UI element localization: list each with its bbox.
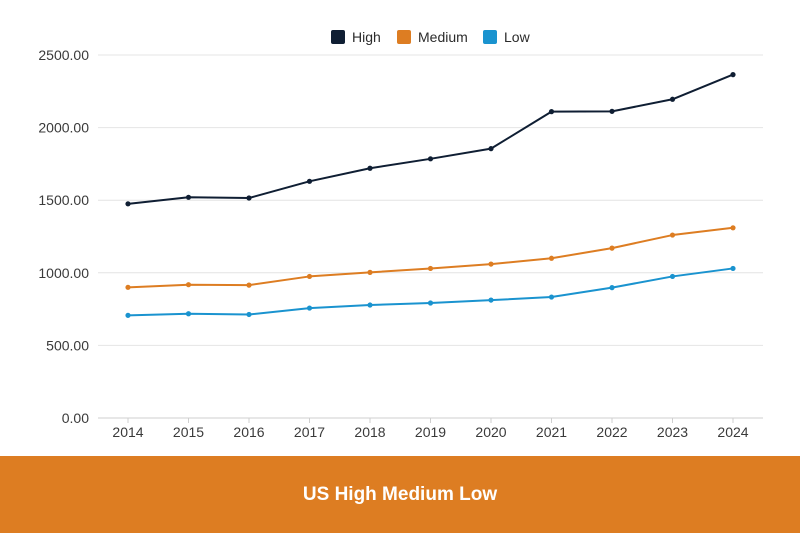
x-tick-label: 2022 — [596, 424, 627, 440]
data-point-high — [609, 108, 615, 114]
footer-title: US High Medium Low — [302, 483, 498, 505]
data-point-low — [246, 311, 252, 318]
footer-banner: US High Medium Low — [0, 456, 800, 533]
data-point-medium — [488, 261, 494, 267]
data-point-high — [669, 96, 676, 102]
x-tick-label: 2021 — [536, 424, 567, 440]
data-point-low — [730, 265, 736, 272]
x-tick-label: 2020 — [475, 424, 506, 440]
data-point-high — [367, 165, 373, 171]
data-point-low — [427, 300, 434, 306]
data-point-medium — [548, 255, 555, 261]
data-point-medium — [730, 225, 736, 231]
data-point-high — [730, 72, 736, 78]
legend-label-low: Low — [504, 29, 531, 45]
data-point-high — [125, 201, 131, 207]
data-point-low — [669, 273, 676, 280]
legend-swatch-high — [331, 30, 345, 44]
data-point-high — [488, 146, 494, 152]
data-point-high — [306, 178, 313, 184]
x-tick-label: 2014 — [112, 424, 143, 440]
legend-label-high: High — [352, 29, 381, 45]
y-tick-label: 500.00 — [46, 337, 89, 353]
data-point-low — [609, 285, 615, 291]
data-point-high — [246, 195, 252, 201]
legend-swatch-low — [483, 30, 497, 44]
data-point-medium — [427, 265, 434, 272]
series-line-high — [127, 73, 734, 205]
x-tick-label: 2016 — [233, 424, 264, 440]
data-point-low — [185, 311, 192, 317]
data-point-medium — [246, 282, 252, 288]
data-point-medium — [185, 282, 192, 288]
y-tick-label: 2000.00 — [38, 120, 89, 136]
y-tick-label: 0.00 — [62, 410, 89, 426]
series-line-low — [127, 267, 734, 317]
y-tick-label: 1500.00 — [38, 192, 89, 208]
data-point-high — [427, 156, 434, 162]
data-point-low — [367, 302, 373, 308]
x-tick-label: 2017 — [294, 424, 325, 440]
legend-swatch-medium — [397, 30, 411, 44]
data-point-low — [488, 297, 494, 303]
x-tick-label: 2018 — [354, 424, 385, 440]
chart-area: 0.00 500.00 1000.00 1500.00 2000.00 2500.00 20… — [38, 29, 763, 440]
x-tick-label: 2024 — [717, 424, 748, 440]
data-point-high — [185, 194, 192, 200]
data-point-medium — [609, 245, 615, 251]
data-point-low — [306, 305, 313, 311]
data-point-medium — [367, 269, 373, 275]
data-point-high — [548, 109, 555, 115]
series-line-medium — [127, 226, 734, 289]
data-point-low — [548, 294, 555, 300]
data-point-medium — [125, 284, 131, 290]
y-tick-label: 1000.00 — [38, 265, 89, 281]
legend-label-medium: Medium — [418, 29, 468, 45]
data-point-medium — [306, 273, 313, 280]
data-point-medium — [669, 232, 676, 238]
x-tick-label: 2023 — [657, 424, 688, 440]
line-chart: 0.00 500.00 1000.00 1500.00 2000.00 2500.00 20… — [38, 29, 763, 440]
y-tick-label: 2500.00 — [38, 47, 89, 63]
x-tick-label: 2015 — [173, 424, 204, 440]
data-point-low — [125, 312, 131, 318]
x-tick-label: 2019 — [415, 424, 446, 440]
